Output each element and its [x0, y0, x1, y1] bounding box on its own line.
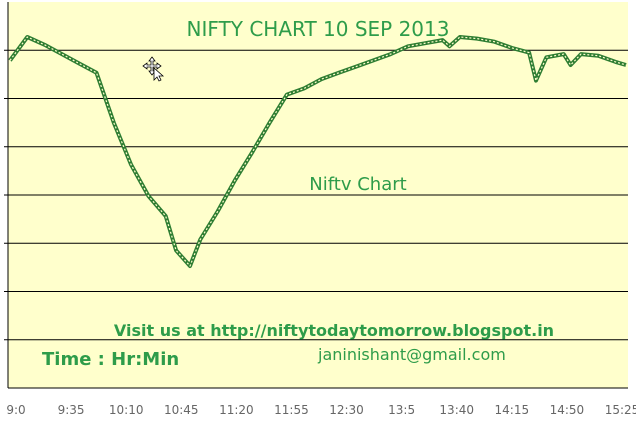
x-tick-label: 10:10 — [109, 403, 144, 417]
x-tick-label: 9:0 — [6, 403, 25, 417]
x-axis-ticks: 9:0 9:35 10:10 10:45 11:20 11:55 12:30 13:5 13:4… — [6, 403, 636, 417]
chart-title: NIFTY CHART 10 SEP 2013 — [187, 17, 450, 41]
email-annotation: janinishant@gmail.com — [317, 345, 506, 364]
x-tick-label: 11:20 — [219, 403, 254, 417]
x-tick-label: 13:40 — [439, 403, 474, 417]
grid-lines — [4, 49, 628, 341]
x-tick-label: 14:50 — [550, 403, 585, 417]
x-tick-label: 14:15 — [495, 403, 530, 417]
x-tick-label: 11:55 — [274, 403, 309, 417]
series-line — [9, 36, 627, 267]
series-label: Niftv Chart — [309, 174, 406, 195]
x-tick-label: 10:45 — [164, 403, 199, 417]
move-cursor-icon — [142, 56, 165, 82]
x-tick-label: 13:5 — [388, 403, 415, 417]
x-tick-label: 9:35 — [58, 403, 85, 417]
visit-annotation: Visit us at http://niftytodaytomorrow.bl… — [114, 321, 554, 340]
x-tick-label: 12:30 — [329, 403, 364, 417]
x-tick-label: 15:25 — [605, 403, 636, 417]
time-axis-title: Time : Hr:Min — [42, 349, 179, 370]
